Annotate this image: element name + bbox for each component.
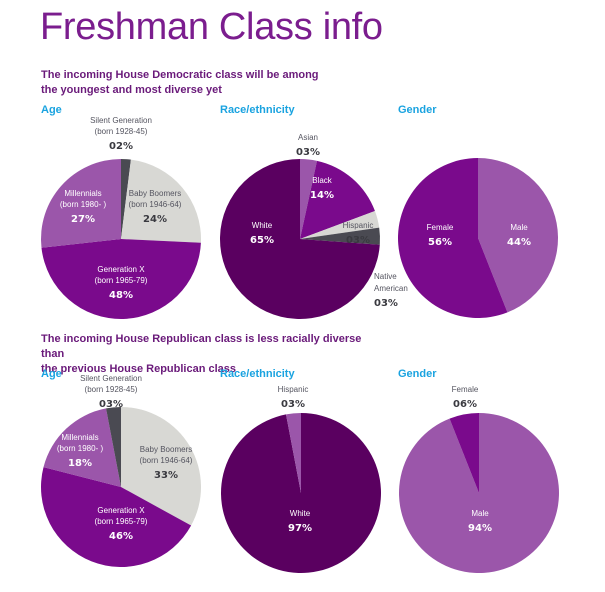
slice-label-male: Male <box>510 223 528 232</box>
rep-gender-pie: Male 94% Female 06% <box>399 385 560 573</box>
slice-label-hispanic: Hispanic <box>343 221 374 230</box>
slice-sublabel-baby-boomers: (born 1946-64) <box>140 456 193 465</box>
republican-headline: The incoming House Republican class is l… <box>41 332 371 377</box>
slice-value-male: 94% <box>468 523 492 534</box>
slice-value-white: 65% <box>250 235 274 246</box>
democratic-headline-line-2: the youngest and most diverse yet <box>41 84 222 96</box>
pie-slice-baby-boomers <box>121 407 201 526</box>
slice-value-asian: 03% <box>296 147 320 158</box>
dem-race-pie: Asian 03% Black 14% Hispanic 03% Native America… <box>219 133 408 320</box>
slice-value-silent-generation: 03% <box>99 399 123 410</box>
pie-slice-male <box>478 158 558 313</box>
pie-slice-millennials <box>40 159 121 248</box>
democratic-headline: The incoming House Democratic class will… <box>41 68 371 98</box>
slice-label-generation-x: Generation X <box>97 265 145 274</box>
slice-sublabel-silent-generation: (born 1928-45) <box>85 385 138 394</box>
slice-label-millennials: Millennials <box>61 433 98 442</box>
slice-label-hispanic: Hispanic <box>278 385 309 394</box>
rep-age-header: Age <box>41 368 62 380</box>
pie-slice-asian <box>300 159 318 239</box>
slice-label-white: White <box>252 221 273 230</box>
slice-label-asian: Asian <box>298 133 318 142</box>
slice-label-silent-generation: Silent Generation <box>90 116 152 125</box>
slice-value-generation-x: 48% <box>109 290 133 301</box>
page-title: Freshman Class info <box>40 6 383 48</box>
slice-value-generation-x: 46% <box>109 531 133 542</box>
slice-value-hispanic: 03% <box>281 399 305 410</box>
slice-label-male: Male <box>471 509 489 518</box>
pie-slice-millennials <box>43 408 121 487</box>
rep-race-header: Race/ethnicity <box>220 368 295 380</box>
pie-slice-hispanic <box>286 413 301 493</box>
slice-label-baby-boomers: Baby Boomers <box>140 445 192 454</box>
slice-sublabel-generation-x: (born 1965-79) <box>95 276 148 285</box>
slice-label-silent-generation: Silent Generation <box>80 374 142 383</box>
pie-slice-baby-boomers <box>121 159 201 243</box>
slice-value-female: 06% <box>453 399 477 410</box>
pie-slice-native-american <box>300 227 381 245</box>
dem-age-header: Age <box>41 104 62 116</box>
slice-value-baby-boomers: 33% <box>154 470 178 481</box>
slice-sublabel-millennials: (born 1980- ) <box>60 200 107 209</box>
republican-headline-line-2: the previous House Republican class <box>41 363 237 375</box>
slice-value-silent-generation: 02% <box>109 141 133 152</box>
slice-value-native-american: 03% <box>374 298 398 309</box>
pie-slice-female <box>397 158 508 318</box>
slice-value-millennials: 27% <box>71 214 95 225</box>
slice-label-baby-boomers: Baby Boomers <box>129 189 181 198</box>
slice-value-white: 97% <box>288 523 312 534</box>
pie-slice-female <box>449 413 479 493</box>
slice-value-female: 56% <box>428 237 452 248</box>
slice-label-native-american-2: American <box>374 284 408 293</box>
slice-sublabel-generation-x: (born 1965-79) <box>95 517 148 526</box>
dem-race-header: Race/ethnicity <box>220 104 295 116</box>
pie-slice-silent-generation <box>106 407 121 487</box>
pie-slice-silent-generation <box>121 159 131 239</box>
slice-label-female: Female <box>452 385 479 394</box>
slice-value-male: 44% <box>507 237 531 248</box>
rep-race-pie: White 97% Hispanic 03% <box>221 385 382 573</box>
pie-slice-white <box>219 159 380 320</box>
slice-value-hispanic: 03% <box>346 235 370 246</box>
slice-label-female: Female <box>427 223 454 232</box>
pie-slice-black <box>300 160 375 239</box>
slice-label-millennials: Millennials <box>64 189 101 198</box>
slice-value-baby-boomers: 24% <box>143 214 167 225</box>
slice-sublabel-millennials: (born 1980- ) <box>57 444 104 453</box>
slice-label-generation-x: Generation X <box>97 506 145 515</box>
pie-slice-generation-x <box>40 467 192 567</box>
slice-value-black: 14% <box>310 190 334 201</box>
slice-sublabel-silent-generation: (born 1928-45) <box>95 127 148 136</box>
democratic-headline-line-1: The incoming House Democratic class will… <box>41 69 319 81</box>
slice-value-millennials: 18% <box>68 458 92 469</box>
pie-slice-male <box>399 413 560 573</box>
pie-slice-hispanic <box>300 211 380 239</box>
pie-slice-generation-x <box>41 239 201 319</box>
slice-label-white: White <box>290 509 311 518</box>
dem-gender-pie: Male 44% Female 56% <box>397 158 558 318</box>
slice-sublabel-baby-boomers: (born 1946-64) <box>129 200 182 209</box>
rep-gender-header: Gender <box>398 368 437 380</box>
dem-gender-header: Gender <box>398 104 437 116</box>
slice-label-black: Black <box>312 176 333 185</box>
rep-age-pie: Baby Boomers (born 1946-64) 33% Generation … <box>40 374 201 567</box>
dem-age-pie: Silent Generation (born 1928-45) 02% Baby B… <box>40 116 201 319</box>
republican-headline-line-1: The incoming House Republican class is l… <box>41 333 362 360</box>
pie-slice-white <box>221 413 382 573</box>
slice-label-native-american: Native <box>374 272 397 281</box>
